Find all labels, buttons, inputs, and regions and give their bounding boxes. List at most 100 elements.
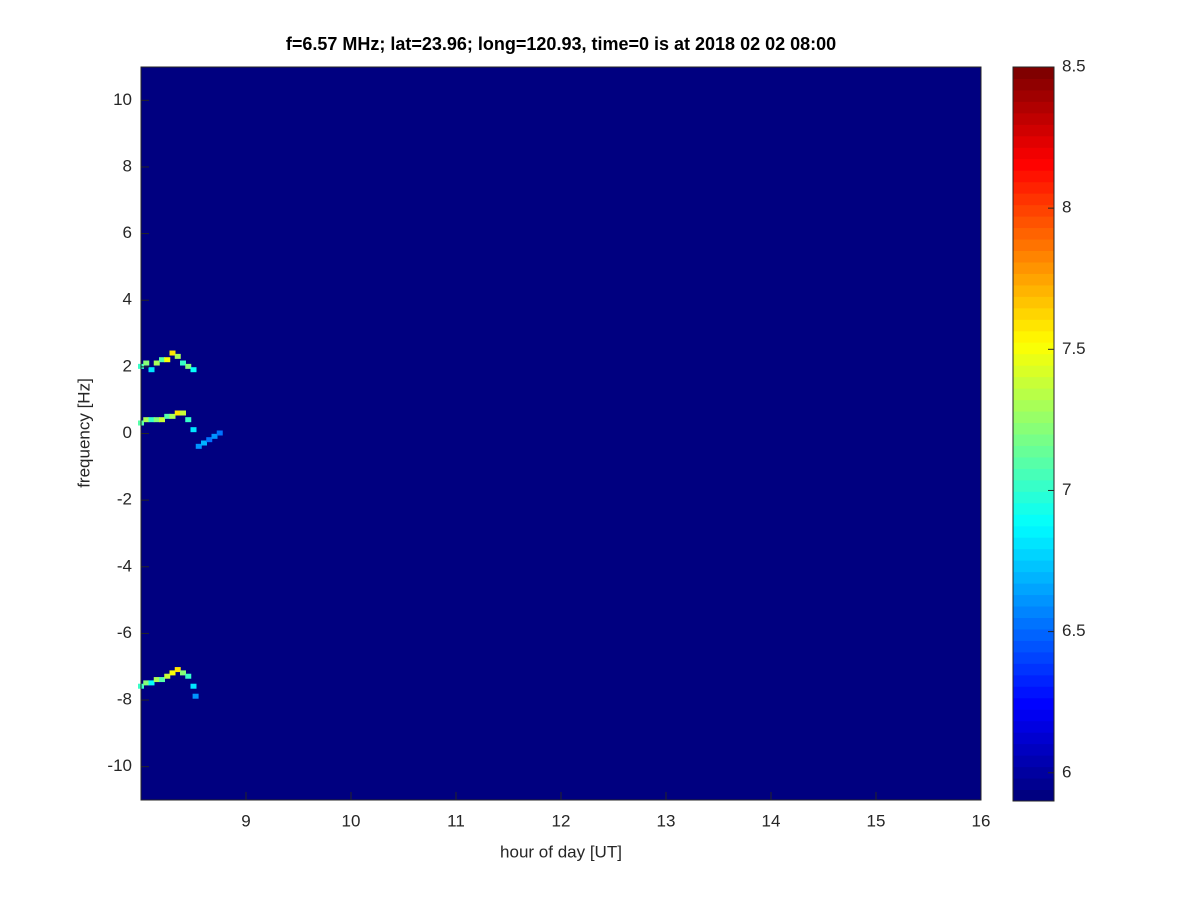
colorbar-swatch bbox=[1013, 112, 1054, 125]
colorbar-swatch bbox=[1013, 342, 1054, 355]
chart-title: f=6.57 MHz; lat=23.96; long=120.93, time… bbox=[286, 34, 836, 54]
heatmap-cell bbox=[185, 363, 192, 369]
heatmap-cell bbox=[190, 683, 197, 689]
colorbar-swatch bbox=[1013, 766, 1054, 779]
heatmap-cell bbox=[216, 430, 223, 436]
heatmap-cell bbox=[192, 693, 199, 699]
colorbar-swatch bbox=[1013, 135, 1054, 148]
x-tick-label: 15 bbox=[867, 811, 886, 830]
colorbar-swatch bbox=[1013, 330, 1054, 343]
colorbar-swatch bbox=[1013, 158, 1054, 171]
colorbar-swatch bbox=[1013, 181, 1054, 194]
colorbar-swatch bbox=[1013, 261, 1054, 274]
colorbar-swatch bbox=[1013, 674, 1054, 687]
colorbar-swatch bbox=[1013, 101, 1054, 114]
colorbar-swatch bbox=[1013, 456, 1054, 469]
y-tick-label: -2 bbox=[117, 490, 132, 509]
x-tick-label: 11 bbox=[447, 811, 465, 830]
colorbar-swatch bbox=[1013, 617, 1054, 630]
colorbar-swatch bbox=[1013, 732, 1054, 745]
heatmap-cell bbox=[206, 437, 213, 443]
colorbar-swatch bbox=[1013, 204, 1054, 217]
colorbar-tick-label: 8.5 bbox=[1062, 56, 1086, 75]
y-tick-label: 2 bbox=[123, 356, 132, 375]
colorbar-swatch bbox=[1013, 560, 1054, 573]
heatmap-cell bbox=[169, 670, 176, 676]
colorbar-swatch bbox=[1013, 216, 1054, 229]
heatmap-background bbox=[141, 67, 981, 800]
heatmap-cell bbox=[143, 680, 150, 686]
heatmap-cell bbox=[164, 413, 171, 419]
heatmap-cell bbox=[174, 667, 181, 673]
heatmap-cell bbox=[159, 357, 165, 363]
colorbar-swatch bbox=[1013, 606, 1054, 618]
heatmap-cell bbox=[148, 367, 155, 373]
x-tick-label: 10 bbox=[342, 811, 361, 830]
colorbar-frame bbox=[1012, 66, 1055, 802]
colorbar-swatch bbox=[1013, 434, 1054, 446]
colorbar-swatch bbox=[1013, 651, 1054, 664]
heatmap-cell bbox=[185, 673, 192, 679]
colorbar-swatch bbox=[1013, 365, 1054, 378]
colorbar-swatch bbox=[1013, 319, 1054, 332]
heatmap-cell bbox=[159, 417, 165, 423]
colorbar-swatch bbox=[1013, 778, 1054, 791]
heatmap-cell bbox=[164, 673, 171, 679]
colorbar-swatch bbox=[1013, 628, 1054, 641]
colorbar-swatch bbox=[1013, 78, 1054, 91]
colorbar-swatch bbox=[1013, 376, 1054, 389]
colorbar-swatch bbox=[1013, 399, 1054, 412]
colorbar-swatch bbox=[1013, 743, 1054, 756]
colorbar-swatch bbox=[1013, 445, 1054, 458]
y-axis-label: frequency [Hz] bbox=[74, 378, 93, 488]
colorbar-swatch bbox=[1013, 491, 1054, 504]
colorbar-swatch bbox=[1013, 124, 1054, 137]
colorbar-swatch bbox=[1013, 548, 1054, 561]
colorbar-swatch bbox=[1013, 571, 1054, 584]
heatmap-cell bbox=[143, 417, 150, 423]
colorbar-swatch bbox=[1013, 89, 1054, 102]
y-tick-label: 8 bbox=[123, 156, 132, 175]
colorbar-swatch bbox=[1013, 227, 1054, 240]
colorbar-swatch bbox=[1013, 193, 1054, 206]
colorbar-swatch bbox=[1013, 479, 1054, 492]
heatmap-cell bbox=[169, 350, 176, 356]
heatmap-cell bbox=[180, 410, 186, 416]
colorbar-swatch bbox=[1013, 296, 1054, 309]
colorbar-swatch bbox=[1013, 583, 1054, 596]
colorbar-swatch bbox=[1013, 422, 1054, 435]
colorbar-swatch bbox=[1013, 537, 1054, 550]
heatmap-cell bbox=[143, 360, 150, 366]
colorbar-swatch bbox=[1013, 640, 1054, 653]
colorbar-tick-label: 6.5 bbox=[1062, 621, 1086, 640]
colorbar-swatch bbox=[1013, 353, 1054, 366]
heatmap-cell bbox=[164, 357, 171, 363]
x-tick-label: 13 bbox=[657, 811, 676, 830]
x-tick-label: 9 bbox=[241, 811, 250, 830]
x-tick-label: 14 bbox=[762, 811, 781, 830]
heatmap-cell bbox=[180, 670, 186, 676]
colorbar-swatch bbox=[1013, 663, 1054, 676]
colorbar-swatch bbox=[1013, 525, 1054, 538]
colorbar-swatch bbox=[1013, 67, 1054, 79]
heatmap-cell bbox=[169, 413, 176, 419]
heatmap-cell bbox=[174, 410, 181, 416]
y-tick-label: -4 bbox=[117, 556, 132, 575]
y-tick-label: 10 bbox=[113, 90, 132, 109]
heatmap-cell bbox=[180, 360, 186, 366]
heatmap-cell bbox=[153, 417, 160, 423]
colorbar-swatch bbox=[1013, 502, 1054, 515]
colorbar-swatch bbox=[1013, 273, 1054, 286]
colorbar-swatch bbox=[1013, 250, 1054, 263]
heatmap-cell bbox=[153, 677, 160, 683]
colorbar-swatch bbox=[1013, 170, 1054, 183]
colorbar-swatch bbox=[1013, 411, 1054, 424]
y-tick-label: 0 bbox=[123, 423, 132, 442]
colorbar-tick-label: 7 bbox=[1062, 480, 1071, 499]
y-tick-label: 6 bbox=[123, 223, 132, 242]
colorbar-swatch bbox=[1013, 594, 1054, 607]
colorbar-swatch bbox=[1013, 147, 1054, 160]
colorbar-swatch bbox=[1013, 239, 1054, 251]
colorbar-swatch bbox=[1013, 388, 1054, 401]
